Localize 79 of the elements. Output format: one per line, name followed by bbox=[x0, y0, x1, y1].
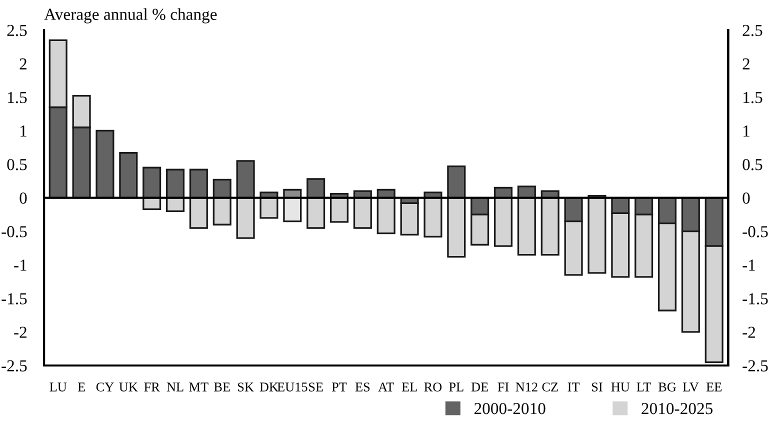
bar bbox=[166, 168, 185, 199]
bar bbox=[330, 196, 349, 223]
bar bbox=[260, 196, 278, 219]
y-tick-label: -1.5 bbox=[2, 293, 27, 304]
bar bbox=[189, 196, 208, 229]
x-tick-label: PT bbox=[332, 382, 347, 392]
bar bbox=[236, 196, 255, 239]
y2-tick-label: -1.5 bbox=[742, 293, 768, 304]
y-tick-label: -2.5 bbox=[2, 360, 27, 372]
y-tick-label: 2 bbox=[20, 58, 26, 70]
x-tick-label: ES bbox=[355, 382, 370, 392]
bar bbox=[96, 130, 114, 199]
y2-tick-label: 0 bbox=[742, 192, 750, 204]
bar bbox=[588, 196, 606, 274]
x-tick-label: NL bbox=[166, 382, 184, 392]
x-tick-label: EL bbox=[402, 382, 417, 392]
legend-label: 2010-2025 bbox=[642, 402, 713, 414]
bar bbox=[236, 160, 255, 199]
bar bbox=[119, 152, 138, 199]
x-tick-label: E bbox=[78, 382, 85, 392]
bar bbox=[376, 196, 396, 234]
bar bbox=[353, 196, 372, 229]
y2-tick-label: 2 bbox=[742, 58, 750, 70]
x-tick-label: MT bbox=[189, 382, 208, 392]
x-tick-label: CZ bbox=[542, 382, 558, 392]
y2-tick-label: -0.5 bbox=[742, 226, 768, 238]
x-tick-label: EE bbox=[706, 382, 722, 392]
y2-tick-label: 1.5 bbox=[744, 92, 762, 104]
x-tick-label: UK bbox=[119, 382, 138, 392]
y-tick-label: 0.5 bbox=[7, 158, 27, 170]
bar bbox=[212, 178, 232, 199]
bar bbox=[447, 165, 466, 199]
y2-tick-label: -2.5 bbox=[742, 360, 768, 372]
x-tick-label: EU15 bbox=[277, 382, 308, 392]
x-tick-label: PL bbox=[449, 382, 464, 392]
bar bbox=[283, 196, 302, 222]
x-tick-label: SE bbox=[309, 382, 323, 392]
y-tick-label: -1 bbox=[14, 260, 26, 271]
y2-tick-label: 1 bbox=[744, 126, 750, 137]
bar bbox=[400, 202, 419, 236]
bar bbox=[447, 196, 466, 258]
x-tick-label: FI bbox=[498, 382, 509, 392]
x-tick-label: FR bbox=[144, 382, 160, 392]
bar bbox=[494, 196, 513, 247]
y-tick-label: 0 bbox=[20, 192, 27, 204]
x-tick-label: SK bbox=[238, 382, 254, 392]
y-tick-label: 1 bbox=[20, 126, 26, 137]
bar bbox=[306, 178, 326, 199]
bar bbox=[212, 196, 232, 226]
y2-tick-label: -1 bbox=[742, 260, 755, 271]
x-tick-label: LT bbox=[636, 382, 652, 392]
x-tick-label: LV bbox=[682, 382, 699, 392]
x-tick-label: AT bbox=[378, 382, 394, 392]
x-tick-label: DE bbox=[471, 382, 488, 392]
x-tick-label: SI bbox=[592, 382, 602, 392]
y-axis-title: Average annual % change bbox=[44, 8, 217, 24]
bar bbox=[189, 168, 208, 199]
y2-tick-label: -2 bbox=[742, 326, 756, 338]
x-tick-label: BG bbox=[658, 382, 676, 392]
x-tick-label: DK bbox=[260, 382, 278, 392]
x-tick-label: HU bbox=[611, 382, 630, 392]
bar bbox=[306, 196, 326, 229]
bar bbox=[517, 196, 536, 256]
x-tick-label: IT bbox=[568, 382, 580, 392]
x-tick-label: CY bbox=[96, 382, 114, 392]
y-tick-label: 2.5 bbox=[7, 24, 27, 36]
y-tick-label: -2 bbox=[14, 326, 26, 338]
x-tick-label: RO bbox=[424, 382, 442, 392]
x-tick-label: N12 bbox=[516, 382, 538, 392]
x-tick-label: LU bbox=[50, 382, 67, 392]
y2-tick-label: 0.5 bbox=[742, 158, 762, 170]
y-tick-label: -0.5 bbox=[2, 226, 27, 238]
y-tick-label: 1.5 bbox=[8, 92, 27, 104]
bar bbox=[424, 196, 442, 238]
x-tick-label: BE bbox=[214, 382, 230, 392]
bar bbox=[142, 166, 162, 199]
legend-label: 2000-2010 bbox=[474, 402, 546, 414]
y2-tick-label: 2.5 bbox=[742, 24, 762, 36]
bar bbox=[540, 196, 560, 256]
